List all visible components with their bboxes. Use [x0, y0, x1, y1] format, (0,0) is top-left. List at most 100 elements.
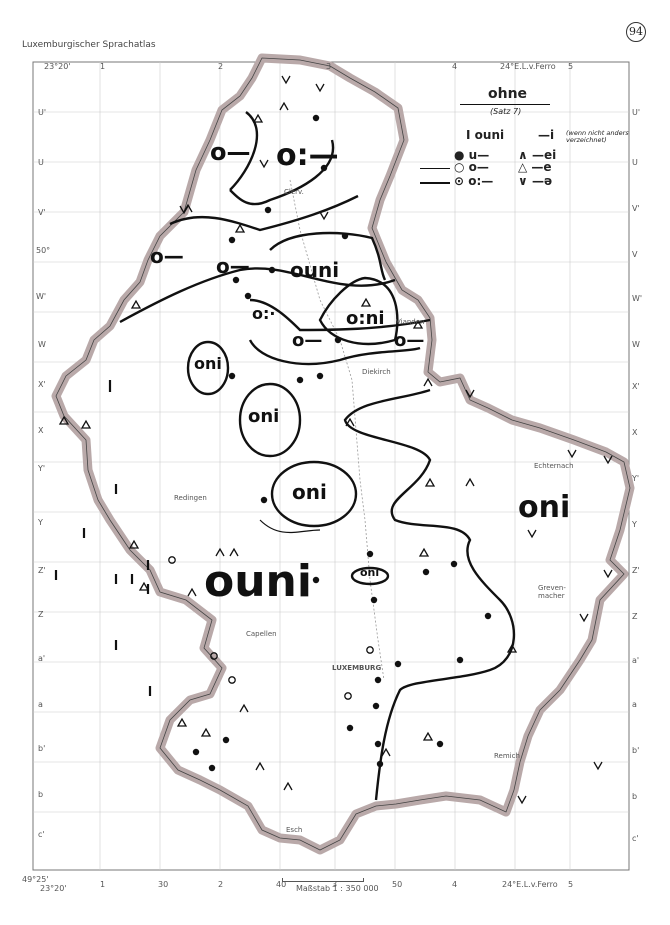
place-capellen: Capellen — [246, 630, 277, 638]
legend-symbol-dash: — — [538, 128, 550, 142]
symbols-open-circles — [168, 556, 374, 700]
tick-top-4: 4 — [452, 62, 458, 71]
tick-right-12: a' — [632, 656, 640, 665]
tick-right-10: Z' — [632, 566, 640, 575]
tick-right-13: a — [632, 700, 637, 709]
loop-oni-w — [186, 340, 230, 396]
tick-left-15: b — [38, 790, 44, 799]
area-label-oni-small: oni — [360, 566, 380, 579]
tick-bottom-2: 1 — [100, 880, 106, 889]
area-label-o-w: o— — [150, 244, 184, 268]
area-label-o-long-ni: o:ni — [346, 308, 385, 329]
isogloss-long — [343, 388, 515, 801]
tick-top-1: 1 — [100, 62, 106, 71]
symbols-v — [179, 75, 613, 805]
legend-entry-olong: ⊙ o:— — [454, 174, 494, 188]
tick-left-11: Z — [38, 610, 44, 619]
loop-oni-small — [350, 566, 390, 586]
tick-right-9: Y — [632, 520, 637, 529]
legend-form-i: i — [550, 128, 555, 142]
tick-right-16: c' — [632, 834, 639, 843]
page-number: 94 — [626, 22, 646, 42]
place-remich: Remich — [494, 752, 520, 760]
isogloss-c — [249, 298, 431, 332]
tick-left-13: a — [38, 700, 43, 709]
area-label-oni-c2: oni — [292, 480, 327, 504]
tick-left-4: W' — [36, 292, 47, 301]
tick-right-4: W' — [632, 294, 643, 303]
area-label-o-long-c: o:· — [252, 304, 276, 323]
tick-right-7: X — [632, 428, 638, 437]
legend-entry-o: ○ o— — [454, 160, 489, 174]
area-label-o-long-n: o:— — [276, 138, 339, 173]
area-label-oni-w: oni — [194, 354, 222, 373]
area-label-ouni-big: ouni — [204, 556, 312, 607]
title-rule — [460, 104, 550, 105]
tick-left-1: U — [38, 158, 44, 167]
legend-symbol-bar: I — [466, 128, 471, 142]
tick-bottom-4: 2 — [218, 880, 224, 889]
place-redingen: Redingen — [174, 494, 207, 502]
tick-left-12: a' — [38, 654, 46, 663]
area-label-o-c: o— — [216, 254, 250, 278]
tick-left-7: X — [38, 426, 44, 435]
tick-bottom-8: 4 — [452, 880, 458, 889]
legend-form-ouni: ouni — [474, 128, 505, 142]
tick-top-6: 5 — [568, 62, 574, 71]
legend-note: (wenn nicht anders verzeichnet) — [566, 129, 629, 144]
tick-left-6: X' — [38, 380, 46, 389]
tick-bottom-10: 5 — [568, 880, 574, 889]
legend-line-thick — [420, 182, 450, 184]
tick-right-11: Z — [632, 612, 638, 621]
tick-bottom-3: 30 — [158, 880, 169, 889]
triangle-icon: △ — [518, 160, 528, 174]
isogloss-nw — [229, 111, 259, 191]
isoglosses — [119, 111, 515, 801]
tick-top-2: 2 — [218, 62, 224, 71]
isogloss-n — [229, 139, 335, 206]
tick-top-5: 24°E.L.v.Ferro — [500, 62, 556, 71]
legend-entry-ei: ∧ —ei — [518, 148, 557, 162]
map-title-sentence: (Satz 7) — [490, 107, 522, 116]
area-label-oni-c1: oni — [248, 406, 280, 427]
tick-top-3: 3 — [326, 62, 332, 71]
place-esch: Esch — [286, 826, 303, 834]
v-icon: ∨ — [518, 174, 528, 188]
place-luxemburg: LUXEMBURG — [332, 664, 382, 672]
place-echternach: Echternach — [534, 462, 574, 470]
legend-entry-u: ● u— — [454, 148, 490, 162]
tick-left-3: 50° — [36, 246, 51, 255]
tick-right-1: U — [632, 158, 638, 167]
place-clervaux: Clerv. — [284, 188, 304, 196]
tick-right-0: U' — [632, 108, 641, 117]
tick-left-2: V' — [38, 208, 46, 217]
tick-left-10: Z' — [38, 566, 46, 575]
legend-entry-schwa: ∨ —ə — [518, 174, 553, 188]
map-title-word: ohne — [488, 86, 528, 102]
legend-entry-ouni: I ouni — [466, 128, 526, 142]
tick-right-15: b — [632, 792, 638, 801]
scale-bar — [282, 878, 364, 882]
tick-bottom-1: 23°20' — [40, 884, 67, 893]
tick-bottom-0: 49°25' — [22, 875, 49, 884]
scale-label: Maßstab 1 : 350 000 — [296, 884, 379, 893]
isogloss-c2 — [248, 339, 421, 366]
place-grevenmacher: Greven-macher — [538, 584, 566, 600]
tick-left-0: U' — [38, 108, 47, 117]
place-vianden: Vianden — [396, 318, 425, 326]
symbols-dots — [192, 114, 492, 772]
isogloss-n2 — [169, 194, 359, 232]
area-label-o-nw: o— — [210, 138, 251, 166]
loop-oni-c2 — [270, 460, 358, 528]
symbols-carets — [183, 101, 475, 791]
circle-dot-icon: ⊙ — [454, 174, 465, 188]
tick-left-14: b' — [38, 744, 46, 753]
tick-right-8: Y' — [632, 474, 640, 483]
filled-circle-icon: ● — [454, 148, 465, 162]
tick-left-9: Y — [38, 518, 43, 527]
open-circle-icon: ○ — [454, 160, 465, 174]
area-label-oni-e: oni — [518, 490, 571, 525]
symbols-triangles — [58, 113, 518, 741]
tick-right-14: b' — [632, 746, 640, 755]
symbols-bars — [54, 380, 152, 696]
